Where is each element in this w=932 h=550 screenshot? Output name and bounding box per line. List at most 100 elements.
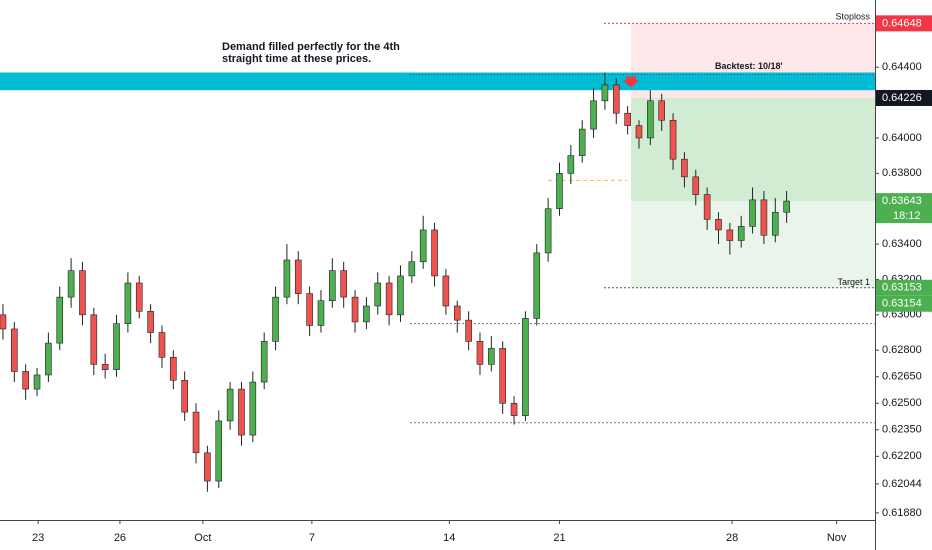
- candle-body: [397, 275, 404, 316]
- candle-body: [771, 211, 779, 236]
- candle-body: [624, 112, 631, 126]
- candle-body: [306, 293, 313, 326]
- price-label: 0.63643: [882, 195, 922, 207]
- candle-body: [56, 296, 64, 344]
- y-tick-label: 0.62044: [882, 478, 922, 490]
- candle-body: [238, 388, 245, 436]
- candle-body: [488, 348, 495, 365]
- candle-body: [635, 125, 643, 139]
- y-tick-label: 0.62500: [882, 397, 922, 409]
- candle-body: [692, 176, 700, 195]
- candle-body: [340, 270, 347, 298]
- candle-body: [226, 388, 234, 422]
- candle-body: [647, 100, 654, 139]
- candle-body: [249, 381, 257, 436]
- candle-body: [317, 300, 325, 326]
- price-label-bg: [876, 295, 932, 312]
- candle-body: [419, 229, 427, 263]
- x-tick-label: 23: [32, 532, 44, 544]
- candle-body: [544, 208, 552, 254]
- x-tick-label: 14: [443, 532, 455, 544]
- candle-body: [272, 296, 279, 342]
- x-tick-label: 26: [114, 532, 126, 544]
- candle-body: [192, 411, 200, 454]
- candle-body: [737, 226, 745, 241]
- candle-body: [90, 314, 98, 365]
- candle-body: [374, 282, 382, 307]
- candle-body: [612, 84, 620, 114]
- candle-body: [749, 199, 756, 227]
- backtest-label: Backtest: 10/18': [715, 61, 783, 71]
- candle-body: [124, 282, 132, 324]
- y-tick-label: 0.64000: [882, 132, 922, 144]
- price-label: 0.63154: [882, 298, 922, 310]
- candle-body: [158, 332, 166, 358]
- price-label: 0.64648: [882, 17, 922, 29]
- x-tick-label: Nov: [827, 532, 847, 544]
- candle-body: [442, 275, 450, 307]
- candle-body: [135, 282, 143, 312]
- profit-region: [631, 97, 875, 202]
- x-tick-label: 28: [726, 532, 738, 544]
- candle-body: [601, 84, 609, 102]
- time-axis-bg: [0, 520, 875, 550]
- candle-body: [465, 319, 472, 342]
- candle-body: [476, 341, 484, 365]
- candle-body: [760, 199, 768, 236]
- candle-body: [22, 371, 29, 390]
- candle-body: [522, 318, 529, 416]
- annotation: straight time at these prices.: [222, 53, 371, 65]
- candle-body: [658, 100, 666, 121]
- price-label-bg: [876, 193, 932, 224]
- candle-body: [33, 374, 41, 390]
- candle-body: [431, 229, 438, 277]
- candle-body: [11, 328, 18, 372]
- y-tick-label: 0.62350: [882, 424, 922, 436]
- target-label: Target 1: [837, 277, 870, 287]
- candle-body: [283, 259, 291, 298]
- stoploss-label: Stoploss: [835, 12, 870, 22]
- candle-body: [363, 305, 370, 323]
- x-tick-label: 7: [309, 532, 315, 544]
- price-label-bg: [876, 279, 932, 296]
- candle-body: [0, 314, 7, 330]
- candle-body: [590, 100, 597, 130]
- candle-body: [351, 296, 359, 323]
- candle-body: [726, 229, 734, 241]
- candle-body: [453, 305, 461, 321]
- x-tick-label: 21: [553, 532, 565, 544]
- candle-body: [408, 261, 416, 277]
- candle-body: [204, 452, 211, 482]
- x-tick-label: Oct: [194, 532, 211, 544]
- candle-body: [101, 364, 109, 370]
- candle-body: [67, 270, 75, 298]
- annotation: Demand filled perfectly for the 4th: [222, 41, 400, 53]
- price-label: 0.64226: [882, 92, 922, 104]
- candle-body: [79, 270, 86, 316]
- candle-body: [510, 402, 518, 416]
- candle-body: [215, 420, 223, 482]
- candle-body: [170, 356, 177, 381]
- y-tick-label: 0.64400: [882, 61, 922, 73]
- candle-body: [181, 379, 188, 413]
- candle-body: [556, 173, 563, 210]
- entry-arrow: [623, 76, 640, 88]
- y-tick-label: 0.63400: [882, 238, 922, 250]
- candle-body: [533, 252, 541, 319]
- y-tick-label: 0.63800: [882, 167, 922, 179]
- candle-body: [385, 282, 393, 316]
- candle-body: [147, 310, 154, 333]
- price-timer: 18:12: [893, 210, 921, 222]
- candle-body: [669, 119, 677, 160]
- y-tick-label: 0.61880: [882, 507, 922, 519]
- candle-body: [681, 158, 688, 178]
- candle-body: [715, 219, 722, 231]
- candle-body: [294, 259, 302, 294]
- candle-body: [113, 323, 120, 370]
- candle-body: [329, 270, 336, 301]
- candle-body: [499, 348, 506, 404]
- candle-body: [567, 155, 575, 174]
- y-tick-label: 0.62200: [882, 450, 922, 462]
- candle-body: [783, 200, 790, 213]
